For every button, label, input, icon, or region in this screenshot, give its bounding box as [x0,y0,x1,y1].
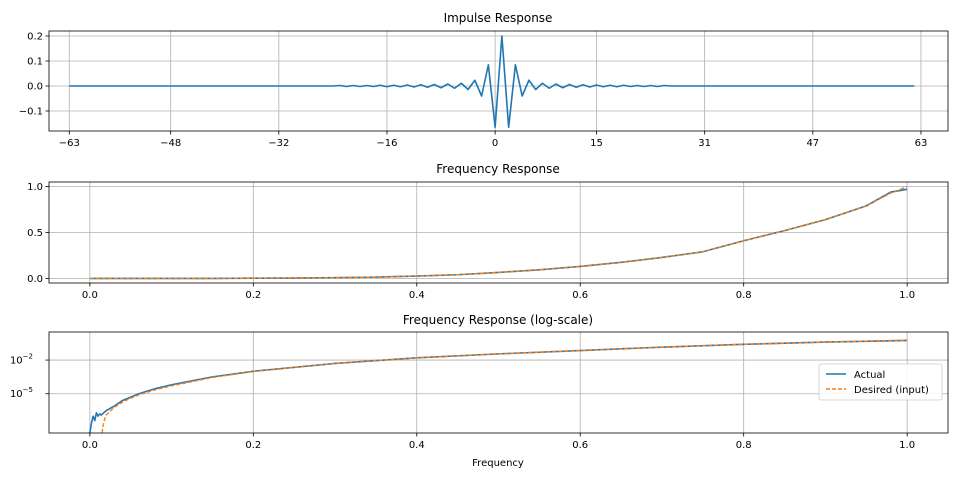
x-tick-label: −63 [59,138,80,149]
x-tick-label: 1.0 [899,440,915,451]
legend-box [818,363,943,401]
x-tick-label: 31 [698,138,711,149]
y-tick-label: 0.5 [27,228,43,239]
chart-title-frequency-log: Frequency Response (log-scale) [403,313,593,327]
x-tick-label: 63 [915,138,928,149]
x-tick-label: 0.4 [409,290,425,301]
x-tick-label: 0.6 [572,290,588,301]
x-tick-label: −48 [160,138,181,149]
y-tick-label: 0.1 [27,57,43,68]
legend-entry-desired: Desired (input) [854,385,929,396]
x-tick-label: −16 [376,138,397,149]
legend: Actual Desired (input) [818,363,943,401]
frequency-response-panel: Frequency Response 0.0 0.2 0.4 0.6 0.8 1.0 1.0… [27,162,949,301]
x-tick-label: 0 [492,138,498,149]
x-tick-label: 0.0 [82,290,98,301]
y-tick-label: 10−2 [10,353,33,367]
y-tick-label: 0.2 [27,32,43,43]
y-tick-label: 0.0 [27,274,43,285]
x-tick-label: 0.4 [409,440,425,451]
x-tick-label: 15 [590,138,603,149]
x-tick-label: 0.2 [245,440,261,451]
impulse-response-panel: Impulse Response −63 −48 −32 −16 0 15 31 47 63 0.… [19,11,949,149]
chart-title-impulse: Impulse Response [444,11,553,25]
frequency-response-log-panel: Frequency Response (log-scale) 0.0 0.2 0.4… [10,313,949,469]
x-axis-label: Frequency [472,458,524,469]
y-tick-label: 0.0 [27,82,43,93]
x-tick-label: −32 [268,138,289,149]
x-tick-label: 0.2 [245,290,261,301]
actual-series-line [69,35,915,129]
x-tick-label: 0.8 [736,440,752,451]
legend-entry-actual: Actual [854,370,885,381]
y-tick-label: −0.1 [19,107,43,118]
plot-frame-impulse [48,30,949,132]
actual-series-line [89,188,908,280]
y-tick-label: 1.0 [27,182,43,193]
x-tick-label: 0.6 [572,440,588,451]
plot-frame-frequency-log [48,331,949,434]
x-tick-label: 0.8 [736,290,752,301]
desired-series-line [89,185,908,280]
desired-series-line [101,339,908,433]
x-tick-label: 47 [806,138,819,149]
y-tick-label: 10−5 [10,386,33,400]
x-tick-label: 0.0 [82,440,98,451]
chart-title-frequency: Frequency Response [436,162,559,176]
x-tick-label: 1.0 [899,290,915,301]
